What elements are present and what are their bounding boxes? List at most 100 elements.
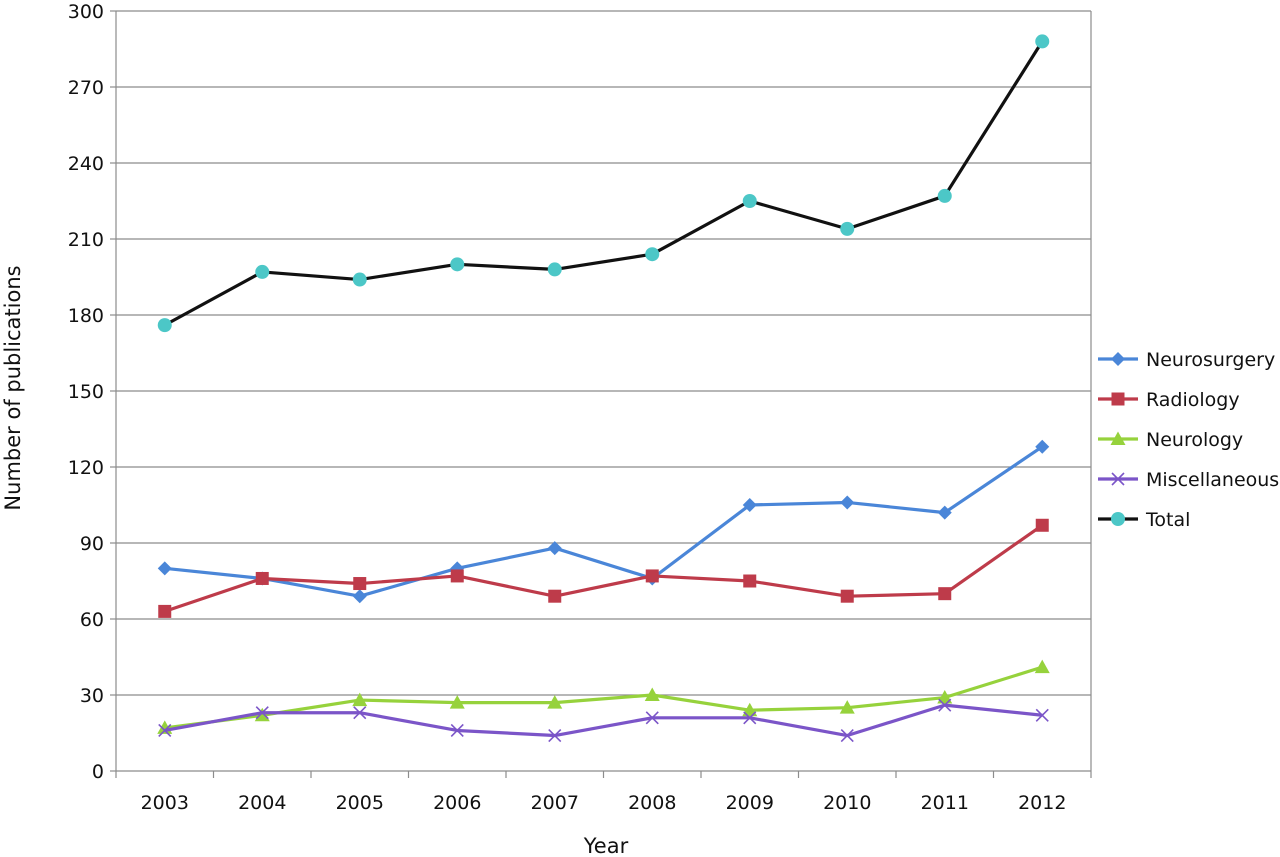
marker-stroke (743, 711, 757, 725)
data-point-neurology (1034, 659, 1050, 674)
x-tick-labels: 2003 2004 2005 2006 2007 2008 2009 2010 2011 2012 (141, 792, 1067, 814)
data-point-neurosurgery (352, 589, 367, 604)
data-point-neurology (449, 695, 465, 709)
data-point-total (450, 257, 465, 272)
marker-stroke (1035, 708, 1049, 722)
marker-stroke (450, 723, 464, 738)
y-tick-label: 150 (68, 381, 104, 403)
data-point-total (255, 264, 270, 279)
data-point-radiology (548, 589, 562, 603)
legend-label: Radiology (1146, 389, 1240, 411)
data-point-radiology (645, 569, 659, 583)
data-point-total (547, 262, 562, 277)
marker-stroke (255, 706, 269, 720)
legend-item-total: Total (1098, 509, 1190, 531)
data-point-radiology (255, 571, 269, 585)
data-point-neurology (254, 707, 270, 722)
series-neurology (157, 659, 1050, 734)
series-miscellaneous (158, 698, 1049, 743)
x-tick-label: 2012 (1018, 792, 1066, 814)
data-point-miscellaneous (548, 728, 562, 743)
series-line-miscellaneous (164, 703, 1043, 738)
legend-item-radiology: Radiology (1098, 389, 1240, 411)
data-point-total (645, 247, 660, 262)
data-point-neurology (839, 700, 855, 714)
legend-marker (1110, 431, 1126, 445)
x-axis-title: Year (583, 834, 629, 857)
data-point-total (1035, 34, 1050, 49)
data-point-total (937, 188, 952, 203)
marker-stroke (938, 698, 952, 712)
y-tick-label: 120 (68, 457, 104, 479)
series-line-neurology (164, 665, 1043, 730)
series-total (157, 34, 1050, 333)
data-point-neurology (644, 687, 660, 701)
data-point-miscellaneous (743, 711, 757, 725)
y-tick-labels: 0 30 60 90 120 150 180 210 240 270 300 (68, 1, 104, 783)
marker-stroke (353, 706, 367, 720)
y-tick-label: 180 (68, 305, 104, 327)
x-tick-label: 2011 (921, 792, 969, 814)
data-point-neurology (352, 692, 368, 707)
data-point-total (742, 194, 757, 208)
data-point-radiology (353, 577, 367, 591)
legend-item-miscellaneous: Miscellaneous (1098, 469, 1279, 491)
series-line-radiology (164, 523, 1044, 613)
data-point-neurology (547, 695, 563, 709)
legend-marker (1111, 352, 1125, 366)
x-tick-label: 2009 (726, 792, 774, 814)
data-point-miscellaneous (450, 723, 464, 738)
data-point-radiology (743, 574, 757, 588)
data-point-neurosurgery (937, 505, 952, 520)
x-tick-label: 2007 (531, 792, 579, 814)
data-point-total (157, 318, 172, 333)
data-point-miscellaneous (840, 728, 854, 743)
data-point-miscellaneous (353, 706, 367, 720)
legend: Neurosurgery Radiology Neurology Miscellane… (1098, 349, 1279, 531)
x-tick-label: 2004 (238, 792, 286, 814)
series-line-total (163, 40, 1044, 327)
x-tick-label: 2005 (336, 792, 384, 814)
marker-stroke (158, 723, 172, 738)
data-point-miscellaneous (158, 723, 172, 738)
axes (110, 10, 1092, 778)
data-point-neurosurgery (547, 541, 562, 556)
y-axis-title: Number of publications (1, 265, 25, 510)
data-point-neurology (742, 702, 758, 717)
data-point-radiology (450, 569, 464, 583)
data-point-neurosurgery (1035, 439, 1050, 454)
data-point-radiology (1035, 518, 1049, 532)
data-point-total (840, 221, 855, 236)
y-tick-label: 270 (68, 77, 104, 99)
data-point-radiology (840, 589, 854, 603)
gridlines (116, 10, 1091, 696)
legend-label: Miscellaneous (1146, 469, 1279, 491)
marker-stroke (645, 711, 659, 725)
series-radiology (158, 518, 1049, 618)
y-tick-label: 90 (80, 533, 104, 555)
data-point-miscellaneous (1035, 708, 1049, 722)
data-point-miscellaneous (255, 706, 269, 720)
y-tick-label: 240 (68, 153, 104, 175)
y-tick-label: 0 (92, 761, 104, 783)
data-point-neurosurgery (840, 495, 855, 510)
legend-marker (1111, 512, 1125, 526)
data-point-neurology (937, 690, 953, 704)
series-line-neurosurgery (164, 445, 1044, 598)
marker-stroke (1111, 472, 1125, 486)
legend-item-neurology: Neurology (1098, 429, 1243, 451)
data-point-neurosurgery (742, 498, 757, 512)
legend-item-neurosurgery: Neurosurgery (1098, 349, 1275, 371)
data-point-miscellaneous (645, 711, 659, 725)
data-point-miscellaneous (938, 698, 952, 712)
data-point-total (352, 272, 367, 287)
y-tick-label: 60 (80, 609, 104, 631)
y-tick-label: 300 (68, 1, 104, 23)
legend-marker (1111, 472, 1125, 486)
y-tick-label: 30 (80, 685, 104, 707)
legend-label: Neurosurgery (1146, 349, 1275, 371)
x-tick-label: 2006 (433, 792, 481, 814)
legend-label: Total (1145, 509, 1190, 531)
marker-stroke (840, 728, 854, 743)
